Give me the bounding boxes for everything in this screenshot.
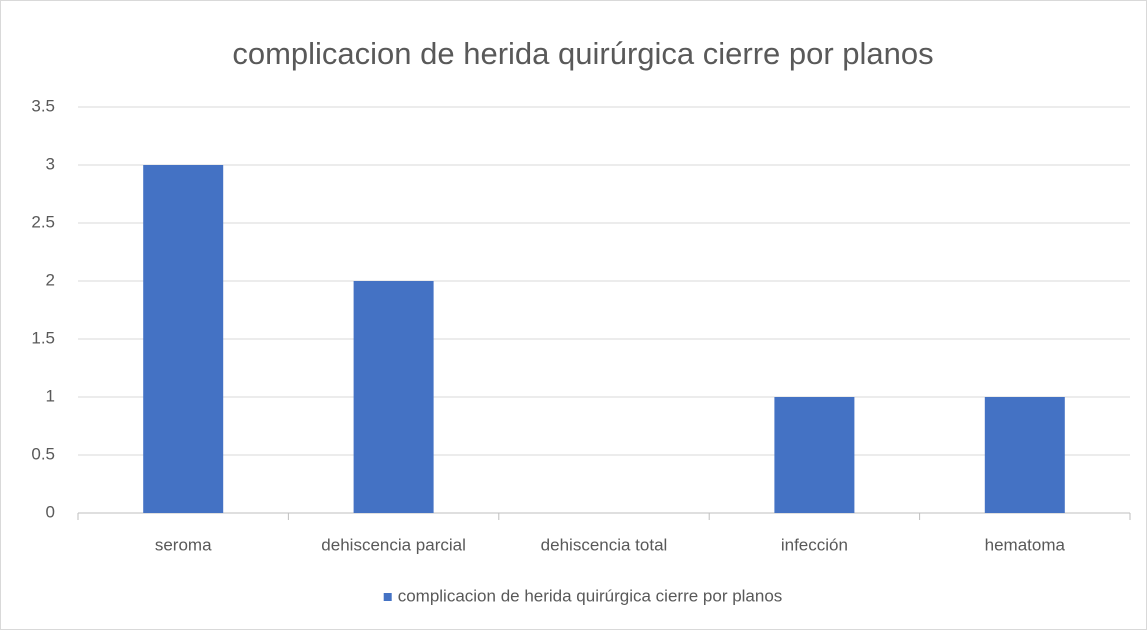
y-tick-label: 1 [46, 386, 55, 405]
x-tick-label: seroma [155, 535, 212, 554]
y-tick-label: 0 [46, 502, 55, 521]
bar [774, 397, 855, 513]
y-tick-label: 2.5 [31, 212, 55, 231]
y-tick-label: 2 [46, 270, 55, 289]
chart-title: complicacion de herida quirúrgica cierre… [232, 36, 933, 71]
y-tick-label: 0.5 [31, 444, 55, 463]
y-tick-label: 3.5 [31, 96, 55, 115]
bar [353, 281, 434, 513]
x-tick-label: infección [781, 535, 848, 554]
x-tick-label: dehiscencia parcial [321, 535, 466, 554]
y-tick-label: 3 [46, 154, 55, 173]
x-tick-label: dehiscencia total [541, 535, 668, 554]
x-tick-label: hematoma [985, 535, 1066, 554]
y-tick-label: 1.5 [31, 328, 55, 347]
bar [143, 165, 224, 513]
legend-swatch [383, 593, 392, 601]
legend-label: complicacion de herida quirúrgica cierre… [398, 586, 783, 605]
bar [984, 397, 1065, 513]
